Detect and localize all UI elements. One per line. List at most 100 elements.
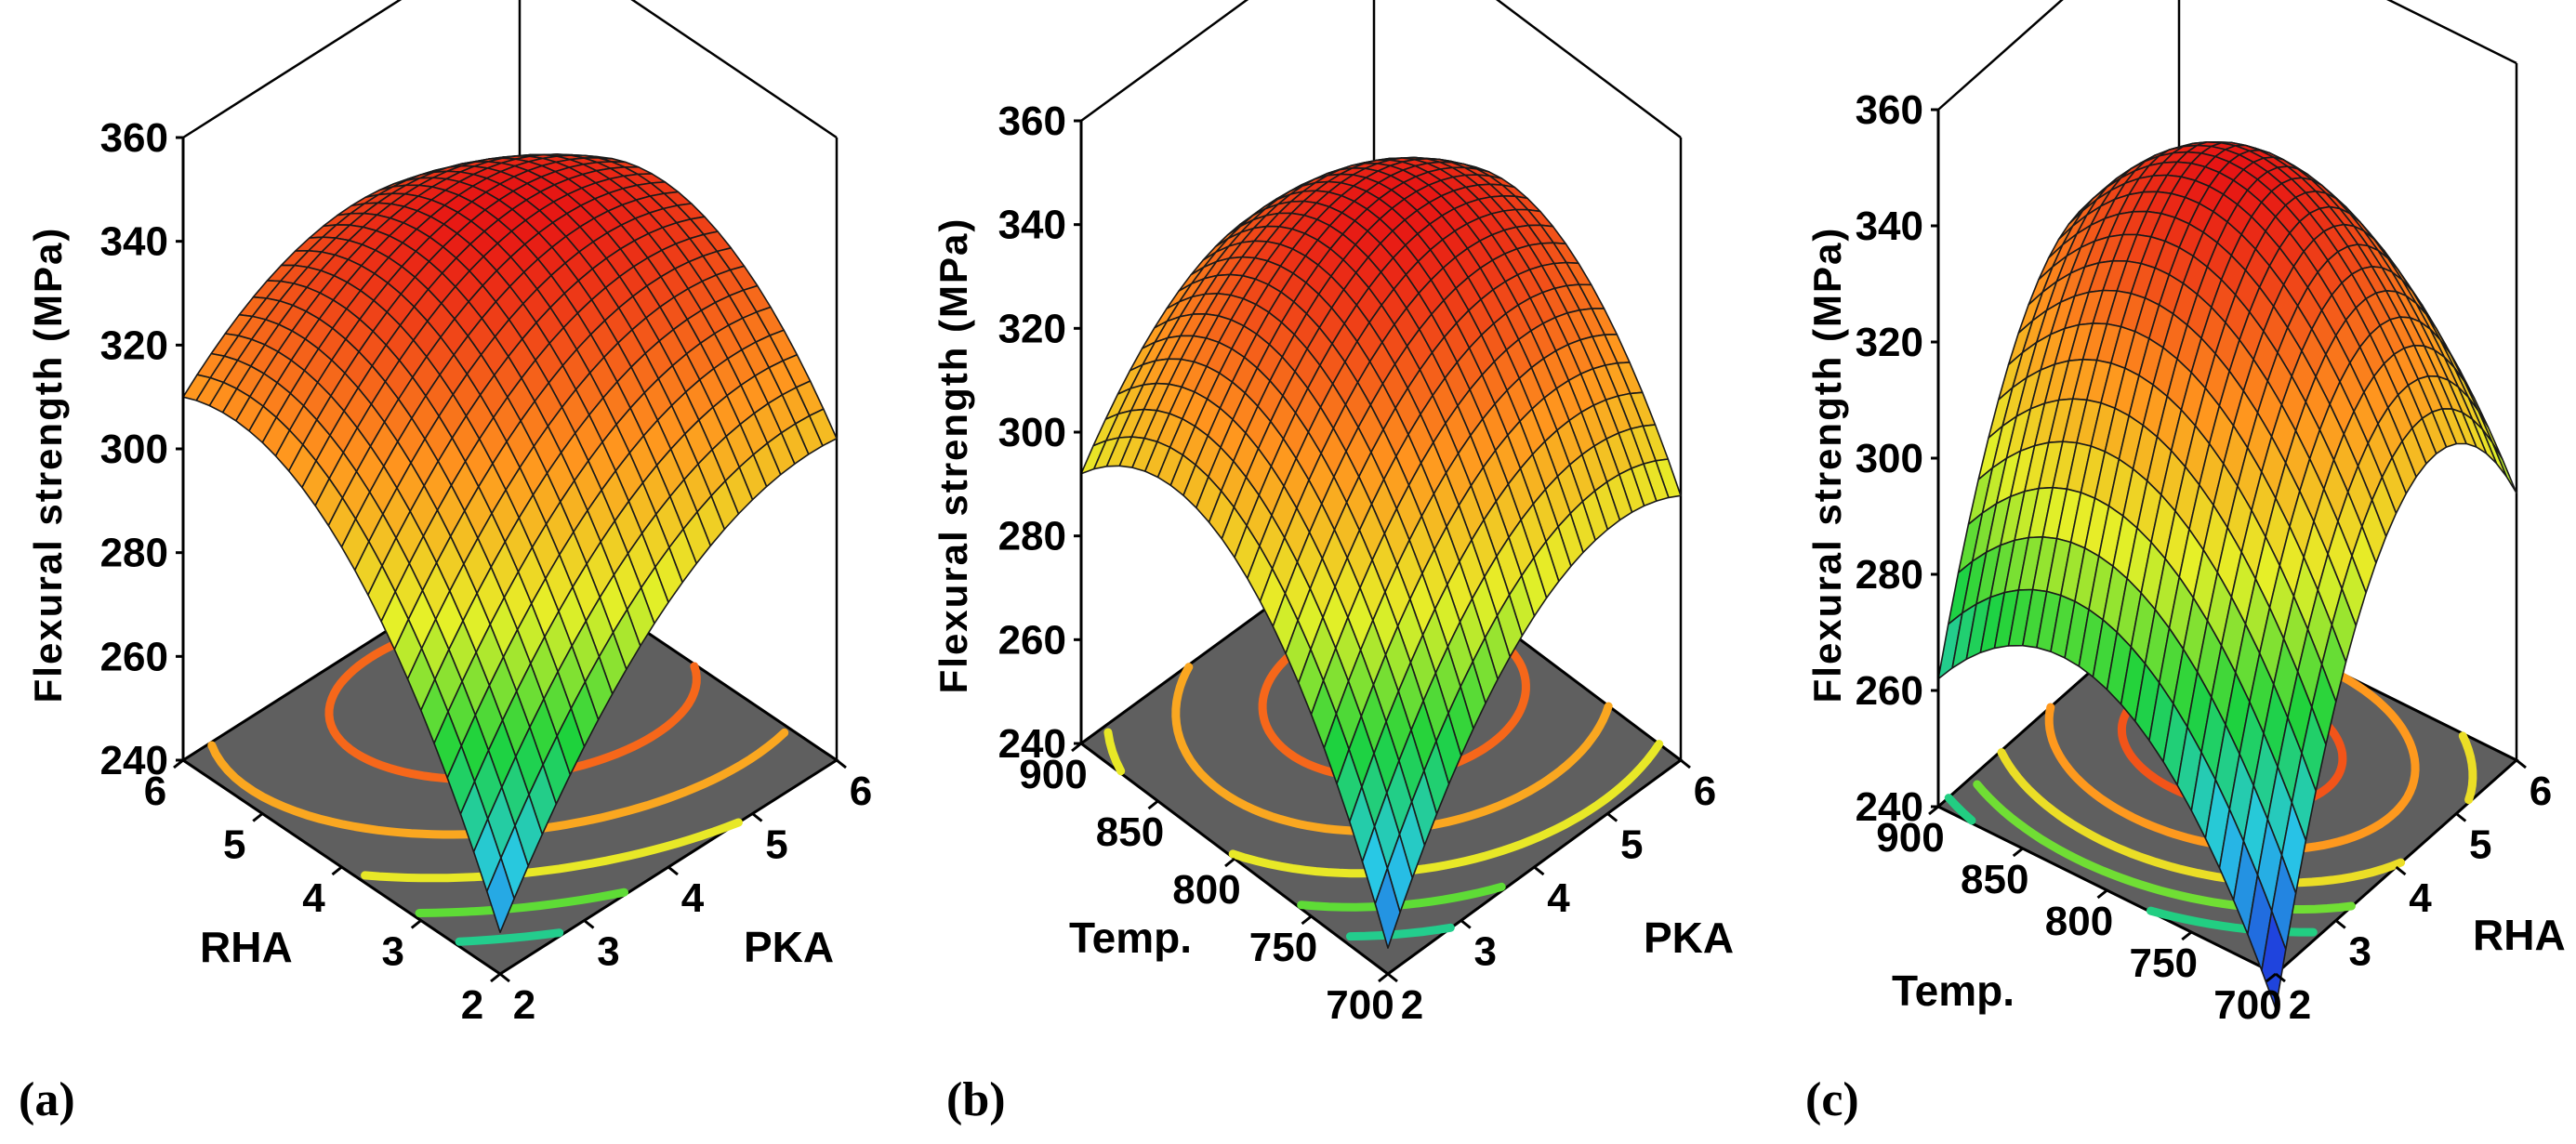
surface-cell (1374, 867, 1401, 949)
left-axis-tick (2266, 972, 2277, 983)
right-axis-label: PKA (744, 923, 834, 971)
left-axis-tick-label: 700 (2213, 982, 2281, 1028)
z-tick-label: 320 (998, 306, 1066, 351)
left-axis-tick (1301, 914, 1313, 926)
z-axis-label: Flexural strength (MPa) (26, 227, 70, 703)
z-tick-label: 300 (100, 427, 168, 472)
left-axis-tick (2181, 930, 2193, 941)
right-axis-tick (2516, 758, 2527, 769)
right-floor-axis: 2 3 4 5 6 PKA (1387, 758, 1734, 1028)
right-axis-tick-label: 4 (681, 875, 705, 921)
z-tick-label: 280 (998, 514, 1066, 559)
right-axis-tick (583, 919, 595, 929)
z-tick-label: 360 (1856, 87, 1923, 133)
right-axis-tick-label: 6 (2530, 769, 2552, 814)
z-tick-label: 340 (1856, 204, 1923, 249)
box-edge (630, 0, 838, 139)
left-axis-tick (2096, 888, 2108, 900)
left-axis-tick (1224, 857, 1235, 868)
right-axis-tick-label: 5 (2469, 822, 2491, 868)
left-axis-tick-label: 750 (1249, 925, 1317, 970)
contour-ring (1345, 923, 1455, 941)
contour-ring (1944, 794, 1976, 825)
left-axis-tick-label: 2 (461, 982, 483, 1028)
left-axis-tick-label: 5 (223, 822, 245, 868)
contour-ring (1103, 728, 1126, 776)
box-edge (182, 0, 403, 139)
right-axis-tick (1387, 972, 1398, 983)
z-tick-label: 260 (1856, 668, 1923, 714)
z-axis-label: Flexural strength (MPa) (931, 217, 975, 694)
right-axis-tick (1680, 758, 1691, 769)
left-floor-axis: 2 3 4 5 6 RHA (144, 758, 501, 1028)
response-surface (182, 153, 838, 934)
z-tick-label: 340 (100, 219, 168, 265)
right-axis-tick-label: 4 (2409, 875, 2432, 921)
right-axis-tick (1460, 919, 1472, 929)
z-tick-label: 280 (1856, 552, 1923, 598)
z-tick-label: 260 (100, 634, 168, 679)
contour-ring (2458, 731, 2477, 805)
contour-ring (1997, 748, 2406, 888)
right-axis-tick (2334, 919, 2346, 929)
box-edge (1080, 0, 1249, 123)
z-axis: 240 260 280 300 320 340 360 (998, 99, 1083, 767)
left-axis-tick-label: 900 (1876, 815, 1944, 861)
contour-ring (1228, 740, 1664, 878)
contour-ring (361, 818, 743, 883)
right-axis-tick-label: 2 (513, 982, 535, 1028)
right-axis-tick (1533, 865, 1545, 876)
left-axis-tick (173, 758, 184, 769)
left-axis-tick-label: 750 (2130, 940, 2198, 986)
z-tick-label: 360 (100, 115, 168, 161)
right-axis-tick-label: 4 (1547, 875, 1570, 921)
right-axis-tick-label: 5 (765, 822, 787, 868)
left-axis-tick-label: 850 (1961, 857, 2028, 902)
right-axis-tick (2395, 865, 2407, 876)
left-axis-tick (1378, 972, 1389, 983)
z-tick-label: 320 (1856, 320, 1923, 365)
left-axis-tick-label: 900 (1019, 752, 1087, 797)
left-axis-tick-label: 850 (1096, 809, 1164, 855)
right-axis-tick (1606, 812, 1618, 822)
right-axis-label: PKA (1644, 914, 1734, 962)
panel-label: (c) (1805, 1073, 1859, 1126)
right-axis-tick (836, 758, 847, 769)
left-axis-tick-label: 800 (1172, 867, 1240, 913)
left-axis-tick (252, 812, 264, 822)
right-axis-tick-label: 3 (2349, 929, 2371, 975)
z-tick-label: 300 (998, 410, 1066, 455)
right-axis-tick-label: 2 (2289, 982, 2311, 1028)
z-tick-label: 280 (100, 531, 168, 576)
left-axis-label: Temp. (1069, 914, 1192, 962)
left-axis-tick-label: 800 (2045, 899, 2113, 944)
right-axis-tick-label: 6 (850, 769, 872, 814)
right-axis-tick-label: 3 (1474, 929, 1497, 975)
z-tick-label: 360 (998, 99, 1066, 144)
z-axis: 240 260 280 300 320 340 360 (100, 115, 185, 783)
left-axis-tick (1071, 742, 1082, 753)
left-axis-tick (1928, 805, 1939, 816)
box-edge (2386, 0, 2517, 65)
contour-ring (455, 928, 564, 946)
z-tick-label: 320 (100, 322, 168, 368)
z-tick-label: 300 (1856, 436, 1923, 481)
contour-ring (1297, 882, 1506, 912)
left-axis-tick-label: 700 (1326, 982, 1394, 1028)
response-surface (1080, 156, 1682, 949)
right-floor-axis: 2 3 4 5 6 PKA (499, 758, 872, 1028)
chart-c: 240 260 280 300 320 340 360 700 750 800 850 900 Temp… (1805, 0, 2566, 1126)
contour-ring (415, 888, 628, 917)
response-surface (1937, 141, 2517, 1010)
right-axis-tick (2275, 972, 2286, 983)
z-tick-label: 340 (998, 203, 1066, 248)
surface-cell (2261, 910, 2287, 1010)
left-axis-tick (410, 919, 422, 929)
box-edge (1495, 0, 1682, 138)
z-axis: 240 260 280 300 320 340 360 (1856, 87, 1940, 830)
right-axis-tick-label: 2 (1401, 982, 1423, 1028)
